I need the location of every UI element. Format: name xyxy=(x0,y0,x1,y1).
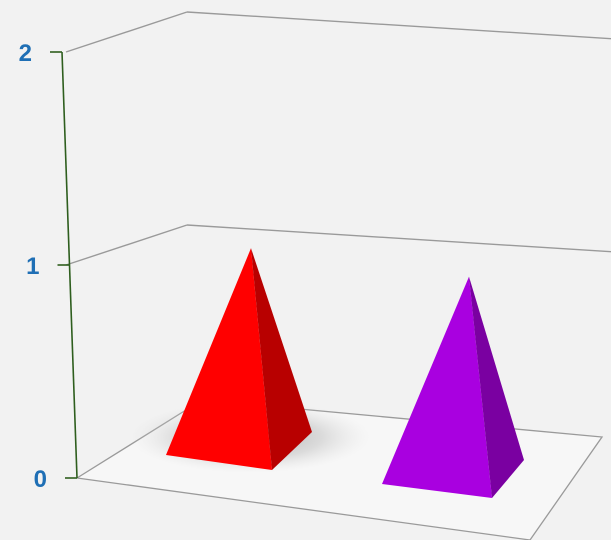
gridline-depth-2 xyxy=(65,11,188,53)
pyramid-2-front-face xyxy=(382,276,492,498)
pyramid-marks xyxy=(130,248,524,498)
pyramid-2-side-face xyxy=(469,276,524,498)
pyramid-1-side-face xyxy=(251,248,312,470)
gridline-depth-1 xyxy=(65,224,188,266)
pyramid-1-front-face xyxy=(166,248,272,470)
y-tick-label-0: 0 xyxy=(34,466,47,493)
y-tick-label-1: 1 xyxy=(26,253,39,280)
value-axis xyxy=(50,51,78,479)
gridline-back-2 xyxy=(186,11,611,40)
tick-labels: 0 1 2 xyxy=(19,40,47,493)
y-tick-label-2: 2 xyxy=(19,40,32,67)
gridline-back-1 xyxy=(186,224,611,253)
gridlines xyxy=(65,11,611,266)
